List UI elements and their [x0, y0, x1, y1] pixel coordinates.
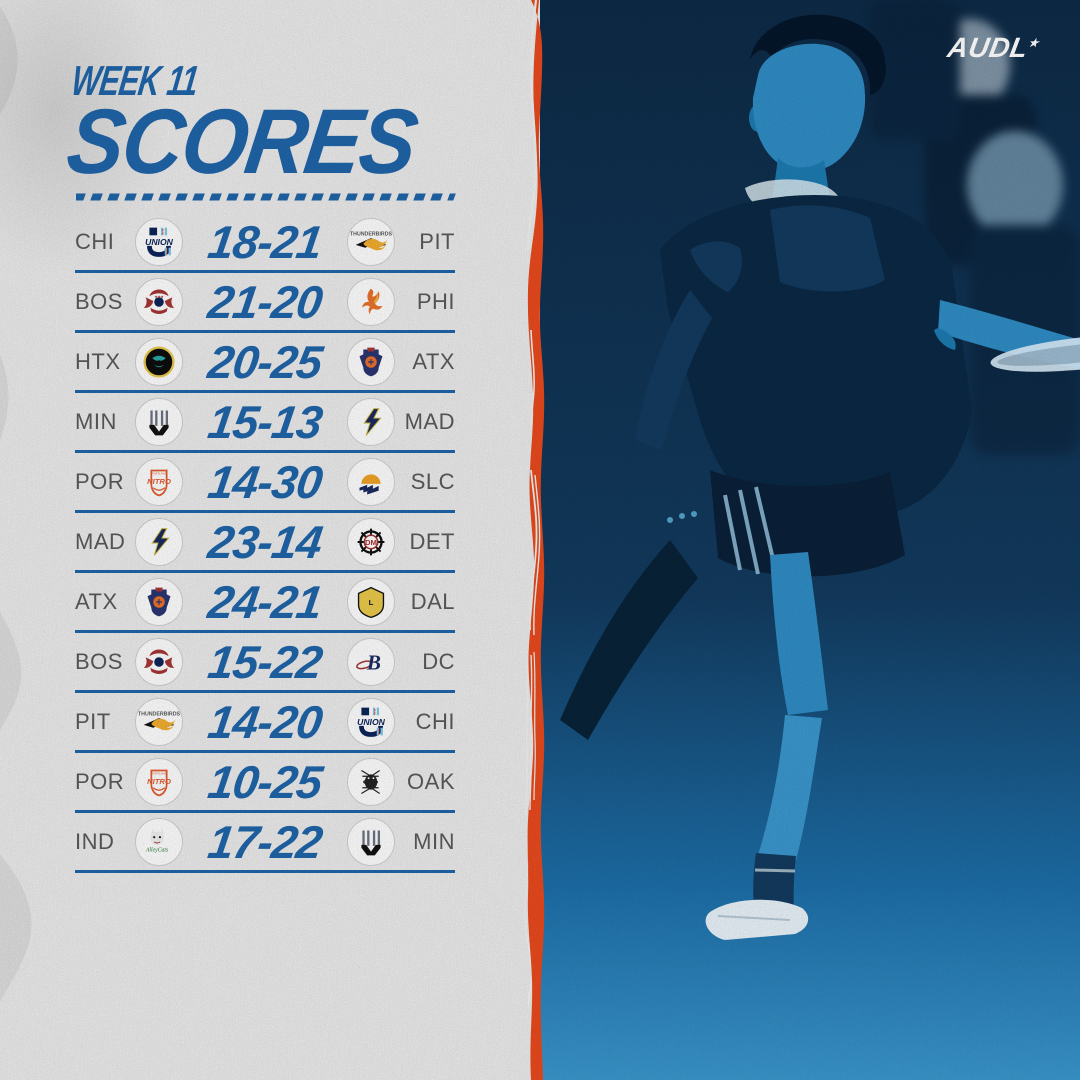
svg-text:★★★: ★★★ — [154, 295, 164, 299]
svg-text:L: L — [369, 597, 374, 606]
svg-text:NITRO: NITRO — [147, 776, 171, 785]
svg-text:UNION: UNION — [357, 716, 386, 726]
svg-text:PORTLAND: PORTLAND — [151, 771, 167, 775]
svg-text:AlleyCats: AlleyCats — [145, 847, 169, 853]
svg-text:PORTLAND: PORTLAND — [151, 471, 167, 475]
svg-text:UNION: UNION — [145, 236, 174, 246]
svg-text:DM: DM — [365, 537, 377, 546]
svg-text:THUNDERBIRDS: THUNDERBIRDS — [138, 711, 181, 717]
svg-text:NITRO: NITRO — [147, 476, 171, 485]
svg-text:B: B — [366, 650, 381, 674]
svg-text:THUNDERBIRDS: THUNDERBIRDS — [350, 231, 393, 237]
